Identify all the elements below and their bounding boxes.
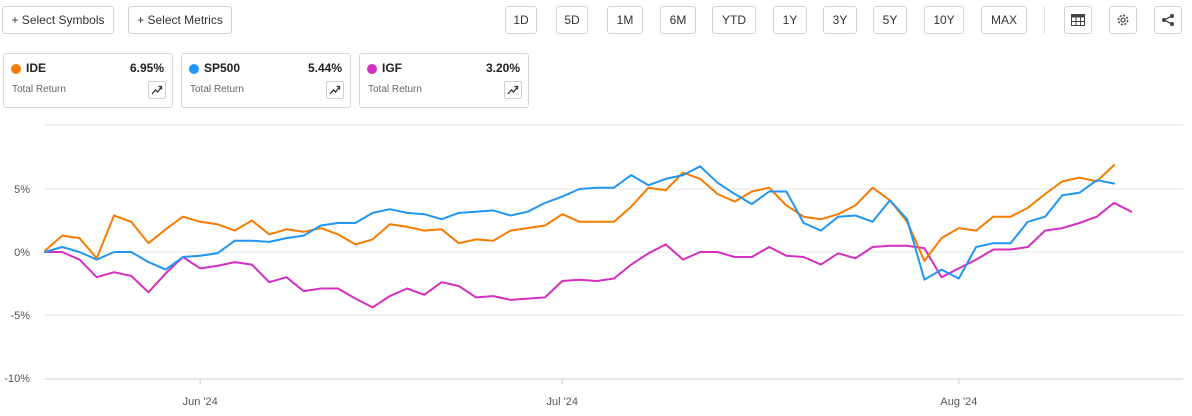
trend-up-icon <box>329 85 341 95</box>
share-icon <box>1162 14 1174 26</box>
legend-card-sp500[interactable]: SP500 5.44% Total Return <box>181 53 351 108</box>
x-tick-label: Jul '24 <box>547 396 578 408</box>
gear-icon <box>1117 14 1129 26</box>
trend-chart-button[interactable] <box>504 81 522 99</box>
series-symbol: SP500 <box>204 61 241 75</box>
series-line-sp500 <box>44 165 1115 281</box>
x-tick-label: Aug '24 <box>940 396 977 408</box>
range-10y-button[interactable]: 10Y <box>924 6 964 34</box>
y-tick-label: 0% <box>14 247 30 259</box>
select-metrics-button[interactable]: + Select Metrics <box>128 6 232 34</box>
series-symbol: IDE <box>26 61 47 75</box>
range-ytd-button[interactable]: YTD <box>712 6 756 34</box>
range-1d-button[interactable]: 1D <box>505 6 537 34</box>
range-1y-button[interactable]: 1Y <box>773 6 807 34</box>
trend-chart-button[interactable] <box>148 81 166 99</box>
range-5d-button[interactable]: 5D <box>556 6 588 34</box>
series-metric-label: Total Return <box>368 84 422 95</box>
toolbar-divider <box>1044 6 1045 34</box>
series-line-ide <box>44 164 1115 262</box>
series-color-dot <box>11 64 21 74</box>
share-button[interactable] <box>1154 6 1182 34</box>
range-1m-button[interactable]: 1M <box>607 6 643 34</box>
trend-up-icon <box>151 85 163 95</box>
y-tick-label: -5% <box>10 310 30 322</box>
range-6m-button[interactable]: 6M <box>660 6 696 34</box>
select-symbols-button[interactable]: + Select Symbols <box>2 6 114 34</box>
series-line-igf <box>44 201 1133 309</box>
legend-card-igf[interactable]: IGF 3.20% Total Return <box>359 53 529 108</box>
table-view-button[interactable] <box>1064 6 1092 34</box>
trend-up-icon <box>507 85 519 95</box>
y-tick-label: -10% <box>4 373 30 385</box>
series-color-dot <box>189 64 199 74</box>
settings-button[interactable] <box>1109 6 1137 34</box>
series-metric-label: Total Return <box>190 84 244 95</box>
range-3y-button[interactable]: 3Y <box>823 6 857 34</box>
range-5y-button[interactable]: 5Y <box>873 6 907 34</box>
series-total-return-value: 6.95% <box>129 61 164 75</box>
series-symbol: IGF <box>382 61 402 75</box>
legend-card-ide[interactable]: IDE 6.95% Total Return <box>3 53 173 108</box>
table-icon <box>1071 14 1085 26</box>
series-total-return-value: 5.44% <box>307 61 342 75</box>
series-metric-label: Total Return <box>12 84 66 95</box>
series-color-dot <box>367 64 377 74</box>
y-tick-label: 5% <box>14 184 30 196</box>
trend-chart-button[interactable] <box>326 81 344 99</box>
range-max-button[interactable]: MAX <box>981 6 1027 34</box>
series-total-return-value: 3.20% <box>485 61 520 75</box>
x-tick-label: Jun '24 <box>183 396 218 408</box>
